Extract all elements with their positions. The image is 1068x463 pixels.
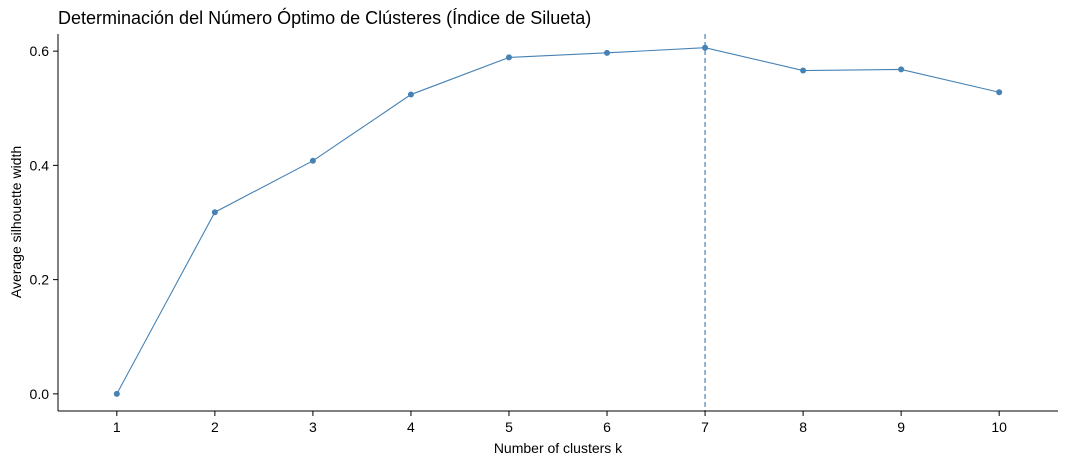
data-point-k5 bbox=[505, 54, 512, 61]
x-tick-label: 6 bbox=[603, 419, 611, 435]
x-axis-title: Number of clusters k bbox=[494, 440, 623, 456]
x-tick-label: 3 bbox=[309, 419, 317, 435]
y-tick-label: 0.0 bbox=[30, 386, 50, 402]
data-point-k6 bbox=[604, 49, 611, 56]
x-tick-label: 9 bbox=[897, 419, 905, 435]
y-axis-ticks: 0.0 0.2 0.4 0.6 bbox=[30, 43, 58, 402]
data-point-k9 bbox=[898, 66, 905, 73]
x-tick-label: 10 bbox=[991, 419, 1007, 435]
x-tick-label: 1 bbox=[113, 419, 121, 435]
x-tick-label: 5 bbox=[505, 419, 513, 435]
chart-title: Determinación del Número Óptimo de Clúst… bbox=[58, 7, 591, 28]
x-tick-label: 2 bbox=[211, 419, 219, 435]
plot-area bbox=[113, 34, 1003, 411]
x-tick-label: 8 bbox=[799, 419, 807, 435]
x-tick-label: 4 bbox=[407, 419, 415, 435]
series-line bbox=[116, 47, 1000, 395]
data-point-k7 bbox=[702, 44, 709, 51]
y-tick-label: 0.6 bbox=[30, 43, 50, 59]
y-tick-label: 0.2 bbox=[30, 272, 50, 288]
data-point-k10 bbox=[996, 89, 1003, 96]
data-point-k4 bbox=[407, 91, 414, 98]
data-point-k8 bbox=[800, 67, 807, 74]
data-point-k1 bbox=[113, 390, 120, 397]
data-point-k2 bbox=[211, 209, 218, 216]
y-tick-label: 0.4 bbox=[30, 157, 50, 173]
y-axis-title: Average silhouette width bbox=[8, 146, 24, 298]
x-tick-label: 7 bbox=[701, 419, 709, 435]
data-point-k3 bbox=[309, 157, 316, 164]
x-axis-ticks: 1 2 3 4 5 6 7 8 9 10 bbox=[113, 411, 1007, 435]
